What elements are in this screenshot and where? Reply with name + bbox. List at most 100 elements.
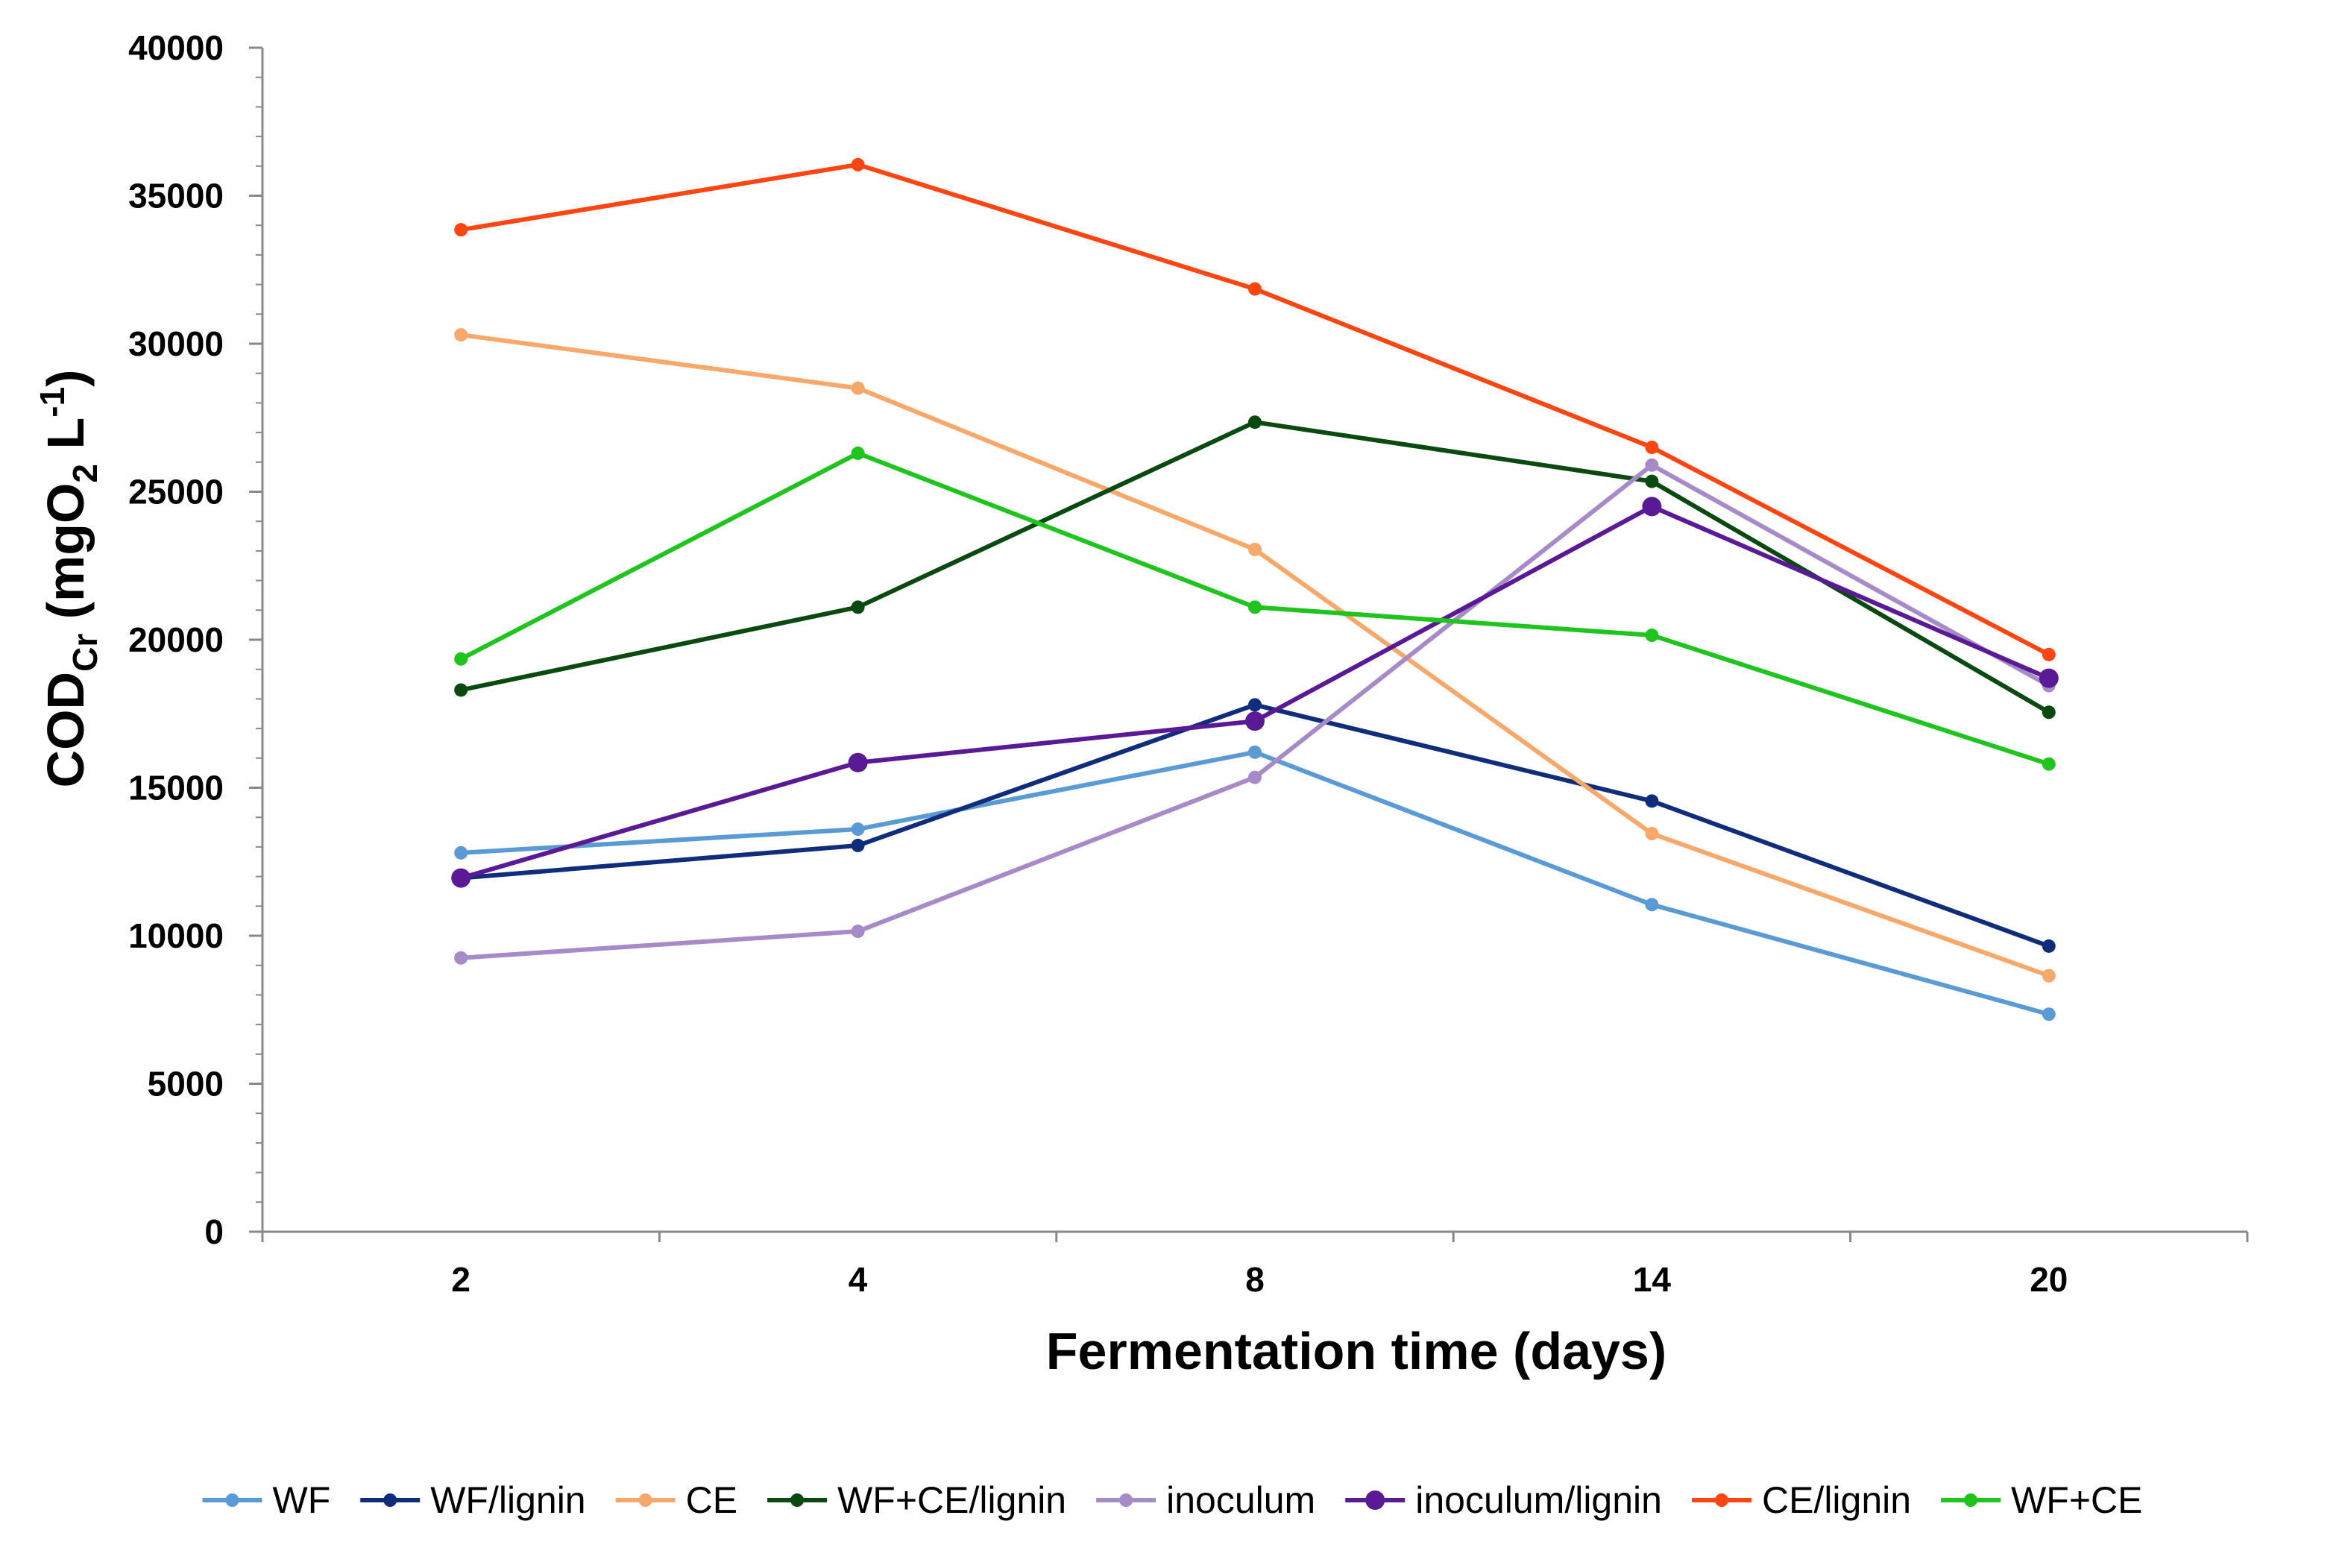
data-point — [1645, 440, 1659, 454]
data-point — [1645, 629, 1659, 643]
data-point — [451, 868, 471, 888]
series-layer — [451, 157, 2059, 1021]
data-point — [454, 951, 468, 965]
y-title-sub: Cr — [66, 634, 104, 672]
legend-label: CE — [686, 1479, 737, 1521]
y-ticks: 0 5000 10000 15000 20000 25000 30000 35000 40000 — [128, 28, 262, 1251]
legend-label: inoculum/lignin — [1415, 1479, 1662, 1521]
data-point — [851, 381, 865, 395]
y-tick-label: 20000 — [128, 620, 224, 659]
legend-item: CE/lignin — [1691, 1479, 1911, 1521]
series-WF+CE — [454, 446, 2056, 771]
data-point — [454, 223, 468, 237]
series-line — [461, 749, 2050, 1017]
data-point — [851, 446, 865, 460]
data-point — [454, 652, 468, 666]
data-point — [2042, 647, 2056, 661]
legend-swatch-marker — [638, 1493, 652, 1507]
data-point — [1248, 542, 1262, 556]
legend-label: CE/lignin — [1762, 1479, 1911, 1521]
data-point — [2042, 705, 2056, 720]
x-axis-title: Fermentation time (days) — [1046, 1322, 1666, 1380]
legend-swatch-marker — [790, 1493, 805, 1507]
series-WF+CE/lignin — [454, 415, 2056, 720]
data-point — [851, 600, 865, 614]
series-line — [460, 504, 2050, 881]
data-point — [454, 846, 468, 860]
y-tick-label: 10000 — [128, 916, 224, 955]
data-point — [2042, 969, 2056, 983]
x-tick-label: 14 — [1633, 1260, 1672, 1299]
y-tick-label: 25000 — [128, 473, 224, 511]
data-point — [1245, 711, 1265, 731]
data-point — [1645, 898, 1659, 912]
data-point — [2042, 1007, 2056, 1021]
x-ticks: 2 4 8 14 20 — [261, 1232, 2249, 1299]
y-title-unit-prefix: (mgO — [37, 483, 95, 634]
data-point — [2042, 757, 2056, 771]
legend-label: inoculum — [1166, 1479, 1315, 1521]
y-title-unit-suffix: ) — [37, 370, 95, 387]
y-tick-label: 30000 — [128, 324, 224, 363]
data-point — [1248, 415, 1262, 429]
x-tick-label: 20 — [2030, 1260, 2068, 1299]
legend-item: WF+CE — [1941, 1479, 2142, 1521]
y-tick-label: 40000 — [128, 28, 224, 67]
data-point — [1645, 474, 1659, 488]
data-point — [1645, 458, 1659, 472]
legend-swatch-marker — [1714, 1493, 1728, 1507]
legend-swatch-marker — [1119, 1493, 1133, 1507]
legend-swatch-marker — [1964, 1493, 1978, 1507]
data-point — [1645, 794, 1659, 808]
series-WF — [454, 745, 2056, 1021]
legend-item: WF — [202, 1479, 331, 1521]
data-point — [851, 157, 865, 171]
legend-item: WF/lignin — [360, 1479, 586, 1521]
series-CE — [454, 328, 2056, 983]
data-point — [1248, 745, 1262, 759]
legend-swatch-marker — [383, 1493, 397, 1507]
data-point — [1248, 770, 1262, 784]
data-point — [1248, 282, 1262, 296]
series-CE/lignin — [454, 157, 2056, 661]
y-title-unit-mid: L — [37, 418, 95, 464]
data-point — [2042, 939, 2056, 953]
x-tick-label: 2 — [451, 1260, 470, 1299]
data-point — [1248, 698, 1262, 712]
y-title-unit-sub: 2 — [66, 464, 104, 483]
legend: WF WF/lignin CE WF+CE/lignin inoculum inoculu… — [202, 1479, 2142, 1521]
y-title-main: COD — [37, 672, 95, 788]
series-line — [460, 702, 2050, 948]
legend-label: WF/lignin — [430, 1479, 585, 1521]
series-line — [460, 162, 2050, 657]
data-point — [851, 822, 865, 837]
y-tick-label: 15000 — [128, 769, 224, 807]
series-line — [460, 420, 2050, 714]
y-axis-title: CODCr (mgO2 L-1) — [33, 370, 104, 788]
legend-label: WF+CE/lignin — [837, 1479, 1066, 1521]
x-tick-label: 4 — [849, 1260, 868, 1299]
legend-label: WF — [273, 1479, 331, 1521]
axes — [261, 48, 2247, 1233]
legend-swatch-marker — [225, 1493, 239, 1507]
legend-swatch-marker — [1365, 1490, 1385, 1510]
data-point — [851, 925, 865, 939]
data-point — [1248, 600, 1262, 614]
data-point — [454, 328, 468, 342]
data-point — [454, 683, 468, 697]
legend-item: inoculum — [1096, 1479, 1315, 1521]
y-title-unit-sup: -1 — [33, 387, 72, 418]
data-point — [2039, 668, 2059, 688]
data-point — [851, 838, 865, 852]
data-point — [1642, 497, 1662, 517]
legend-label: WF+CE — [2011, 1479, 2142, 1521]
y-tick-label: 0 — [204, 1212, 224, 1251]
legend-item: CE — [615, 1479, 737, 1521]
series-line — [460, 333, 2050, 978]
x-tick-label: 8 — [1245, 1260, 1265, 1299]
y-tick-label: 35000 — [128, 177, 224, 215]
data-point — [848, 752, 868, 772]
series-WF/lignin — [454, 698, 2056, 953]
legend-item: inoculum/lignin — [1345, 1479, 1662, 1521]
